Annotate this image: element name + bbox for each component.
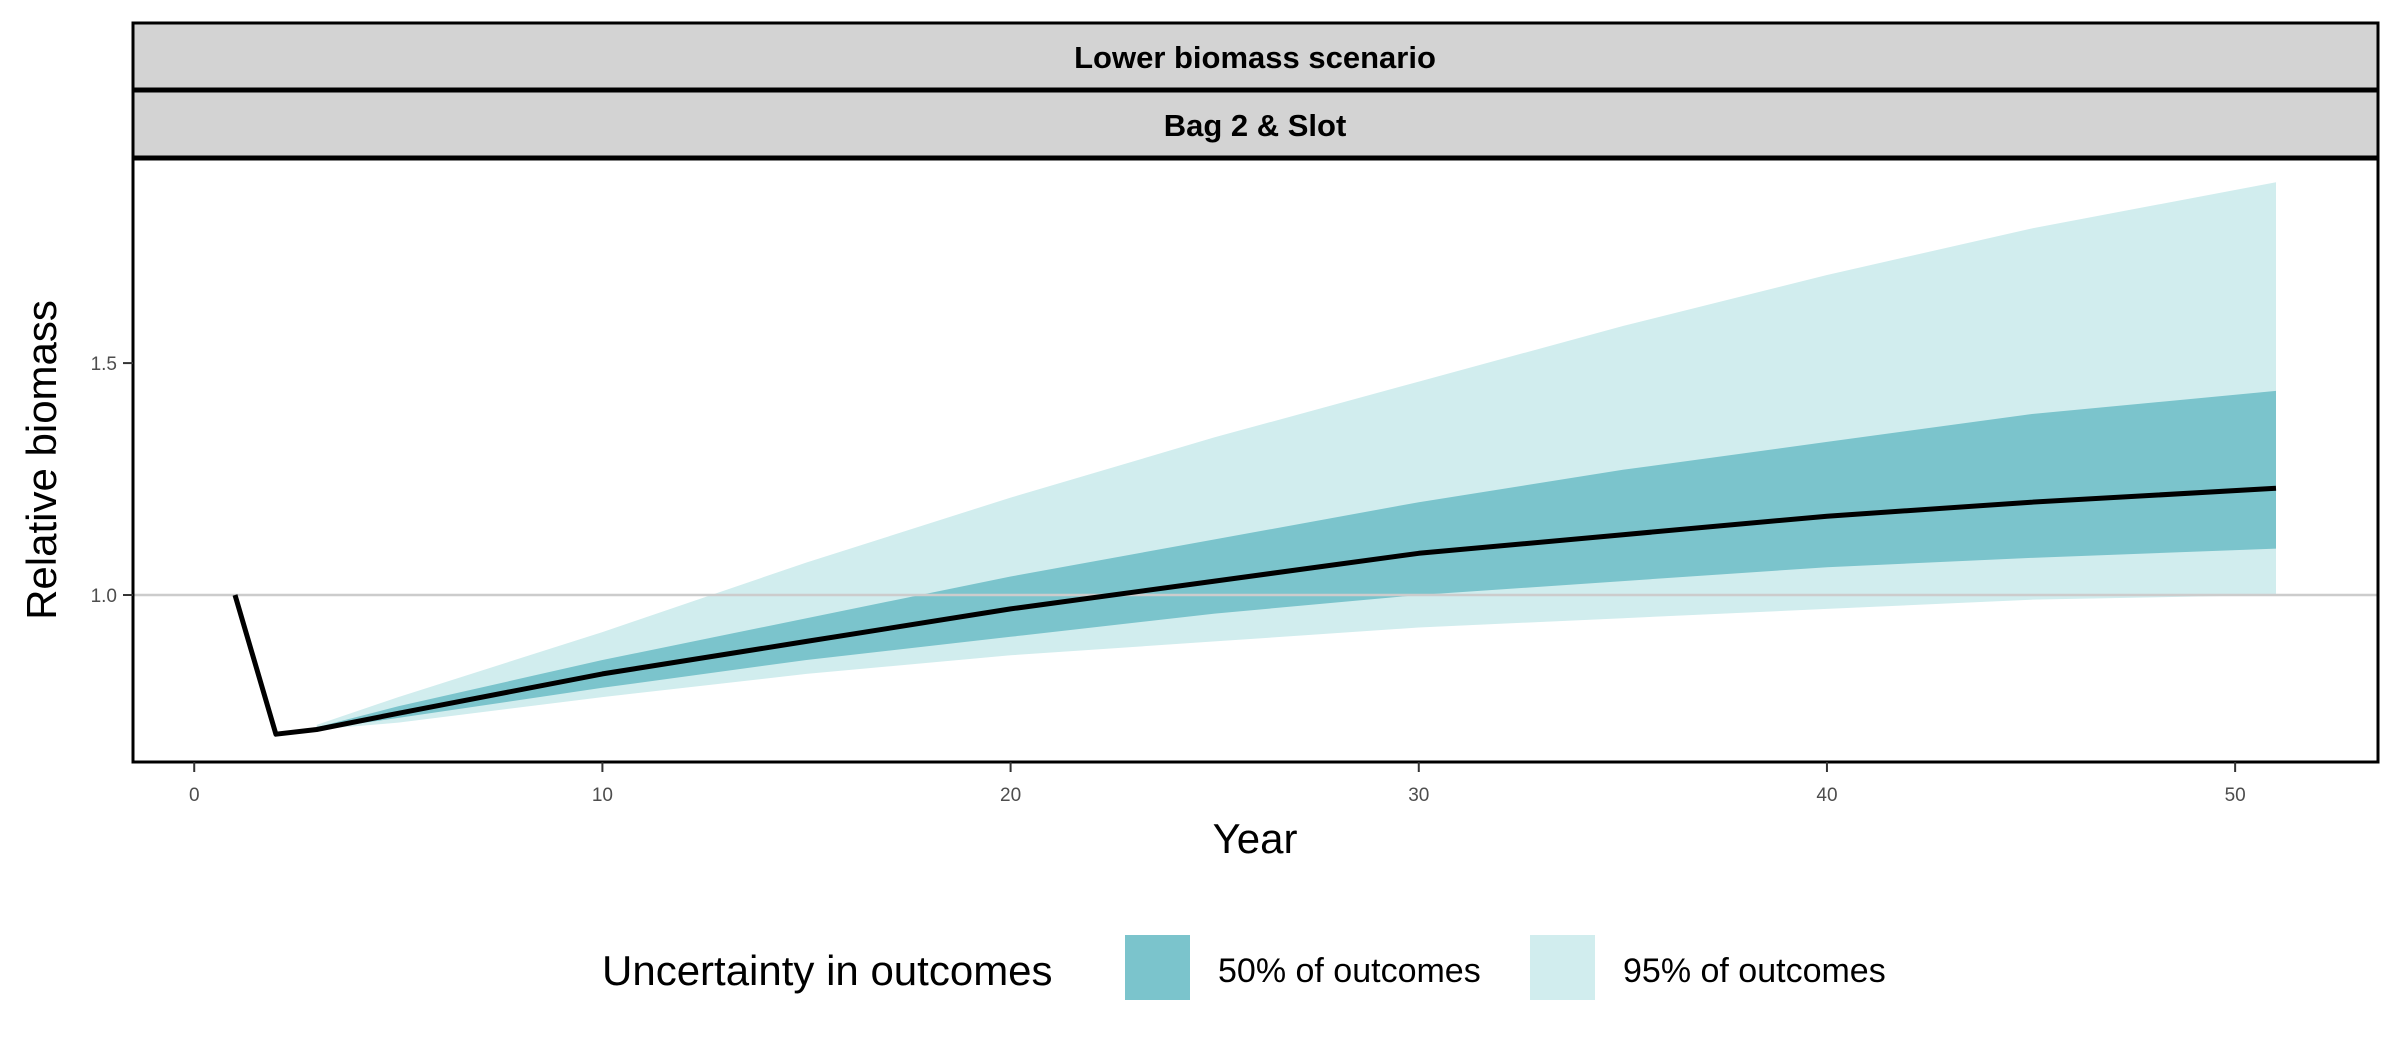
legend-label-95: 95% of outcomes <box>1623 952 1886 990</box>
legend: Uncertainty in outcomes 50% of outcomes … <box>602 935 1886 1000</box>
axes: 0 10 20 30 40 50 1.0 1.5 <box>91 354 2246 806</box>
x-axis-title: Year <box>1213 815 1298 862</box>
facet-strip-2 <box>131 89 2380 159</box>
x-tick-label: 30 <box>1408 785 1429 806</box>
legend-title: Uncertainty in outcomes <box>602 947 1053 994</box>
facet-strip-1 <box>131 21 2380 91</box>
legend-swatch-95 <box>1530 935 1595 1000</box>
y-tick-label: 1.0 <box>91 586 117 607</box>
x-tick-label: 10 <box>592 785 613 806</box>
facet-strip-2-label: Bag 2 & Slot <box>1164 108 1347 143</box>
y-tick-label: 1.5 <box>91 354 117 375</box>
panel-border <box>131 157 2380 764</box>
band-95-percent <box>316 182 2277 730</box>
x-tick-label: 20 <box>1000 785 1021 806</box>
facet-strip-1-label: Lower biomass scenario <box>1074 40 1436 75</box>
x-tick-label: 0 <box>189 785 200 806</box>
x-tick-label: 40 <box>1816 785 1837 806</box>
legend-label-50: 50% of outcomes <box>1218 952 1481 990</box>
median-line <box>232 485 2277 737</box>
band-50-percent <box>316 390 2277 730</box>
legend-swatch-50 <box>1125 935 1190 1000</box>
x-tick-label: 50 <box>2225 785 2246 806</box>
plot-area <box>133 182 2378 737</box>
y-axis-title: Relative biomass <box>18 300 65 620</box>
